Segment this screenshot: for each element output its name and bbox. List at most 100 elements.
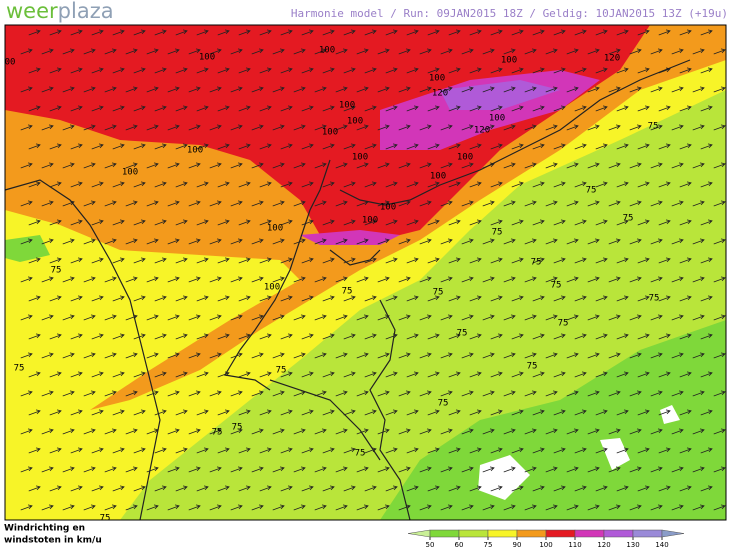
wind-arrow — [461, 238, 474, 245]
wind-arrow — [385, 29, 398, 36]
wind-arrow — [679, 485, 692, 492]
wind-arrow — [112, 143, 125, 150]
wind-arrow — [461, 390, 474, 397]
wind-arrow — [377, 162, 390, 169]
wind-arrow — [133, 409, 146, 416]
wind-arrow — [532, 67, 545, 74]
wind-arrow — [112, 105, 125, 112]
wind-arrow — [104, 352, 117, 359]
wind-arrow — [125, 86, 138, 93]
wind-arrow — [167, 390, 180, 397]
wind-arrow — [238, 295, 251, 302]
wind-arrow — [230, 352, 243, 359]
wind-arrow — [83, 466, 96, 473]
wind-arrow — [125, 352, 138, 359]
wind-arrow — [230, 276, 243, 283]
wind-arrow — [343, 371, 356, 378]
wind-arrow — [196, 181, 209, 188]
wind-arrow — [637, 29, 650, 36]
wind-arrow — [545, 504, 558, 511]
wind-arrow — [83, 48, 96, 55]
wind-arrow — [133, 219, 146, 226]
wind-arrow — [251, 314, 264, 321]
wind-arrow — [335, 276, 348, 283]
wind-arrow — [112, 219, 125, 226]
wind-arrow — [637, 105, 650, 112]
wind-arrow — [230, 466, 243, 473]
wind-arrow — [440, 124, 453, 131]
wind-arrow — [301, 105, 314, 112]
wind-arrow — [398, 238, 411, 245]
wind-arrow — [532, 105, 545, 112]
wind-arrow — [251, 352, 264, 359]
wind-arrow — [217, 485, 230, 492]
wind-arrow — [188, 390, 201, 397]
wind-arrow — [377, 48, 390, 55]
wind-arrow — [574, 29, 587, 36]
wind-arrow — [217, 29, 230, 36]
wind-arrow — [574, 219, 587, 226]
wind-arrow — [461, 276, 474, 283]
wind-arrow — [167, 352, 180, 359]
wind-arrow — [595, 67, 608, 74]
wind-arrow — [322, 105, 335, 112]
wind-arrow — [398, 428, 411, 435]
wind-arrow — [70, 257, 83, 264]
wind-arrow — [209, 276, 222, 283]
contour-label: 75 — [276, 366, 287, 376]
wind-arrow — [196, 447, 209, 454]
wind-arrow — [629, 352, 642, 359]
contour-label: 100 — [339, 101, 355, 111]
wind-arrow — [188, 428, 201, 435]
wind-arrow — [112, 257, 125, 264]
wind-arrow — [406, 485, 419, 492]
wind-arrow — [658, 333, 671, 340]
contour-label: 75 — [438, 399, 449, 409]
wind-arrow — [154, 447, 167, 454]
wind-arrow — [679, 371, 692, 378]
wind-arrow — [587, 86, 600, 93]
wind-arrow — [490, 333, 503, 340]
wind-arrow — [196, 143, 209, 150]
wind-arrow — [658, 447, 671, 454]
wind-arrow — [427, 29, 440, 36]
wind-arrow — [679, 295, 692, 302]
wind-arrow — [511, 181, 524, 188]
wind-arrow — [272, 504, 285, 511]
wind-arrow — [448, 67, 461, 74]
wind-arrow — [238, 143, 251, 150]
wind-arrow — [566, 466, 579, 473]
wind-arrow — [356, 314, 369, 321]
wind-arrow — [104, 276, 117, 283]
wind-arrow — [91, 67, 104, 74]
wind-arrow — [637, 485, 650, 492]
wind-arrow — [482, 86, 495, 93]
wind-arrow — [671, 162, 684, 169]
wind-arrow — [448, 333, 461, 340]
wind-arrow — [637, 409, 650, 416]
wind-arrow — [692, 238, 705, 245]
wind-arrow — [146, 238, 159, 245]
wind-arrow — [335, 162, 348, 169]
colorbar-tick-label: 110 — [568, 541, 581, 548]
colorbar-tick-label: 50 — [426, 541, 435, 548]
wind-arrow — [406, 143, 419, 150]
wind-arrow — [251, 86, 264, 93]
wind-arrow — [49, 295, 62, 302]
wind-arrow — [280, 143, 293, 150]
wind-arrow — [608, 276, 621, 283]
wind-arrow — [532, 181, 545, 188]
contour-label: 120 — [604, 54, 620, 64]
wind-arrow — [511, 409, 524, 416]
wind-arrow — [28, 257, 41, 264]
contour-label: 120 — [432, 89, 448, 99]
wind-arrow — [658, 295, 671, 302]
wind-arrow — [503, 428, 516, 435]
wind-arrow — [595, 143, 608, 150]
wind-arrow — [167, 504, 180, 511]
wind-arrow — [230, 124, 243, 131]
wind-arrow — [83, 504, 96, 511]
contour-label: 75 — [433, 288, 444, 298]
contour-label: 100 — [199, 53, 215, 63]
wind-arrow — [377, 314, 390, 321]
